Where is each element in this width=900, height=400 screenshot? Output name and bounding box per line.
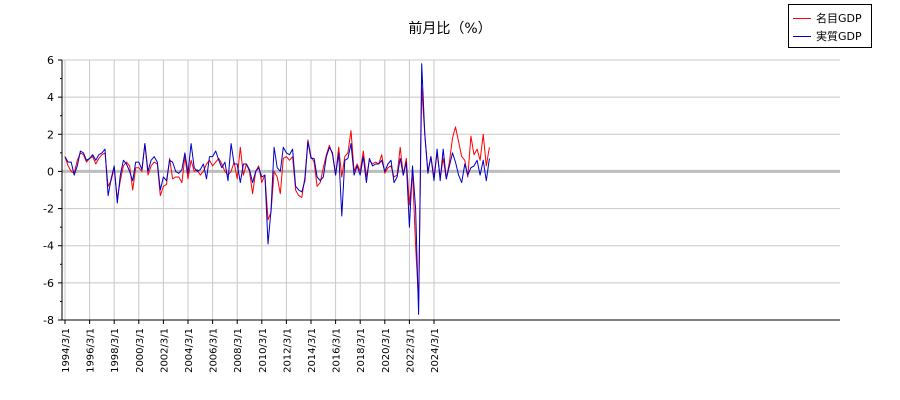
legend-label-nominal: 名目GDP [816, 12, 862, 25]
x-tick-label: 2000/3/1 [135, 328, 146, 373]
x-tick-label: 2018/3/1 [356, 328, 367, 373]
x-tick-label: 2014/3/1 [307, 328, 318, 373]
x-tick-label: 2012/3/1 [282, 328, 293, 373]
series-line-nominal [64, 87, 490, 302]
x-tick-label: 2022/3/1 [405, 328, 416, 373]
y-tick-label: 0 [47, 165, 54, 178]
plot-area [64, 63, 490, 315]
legend-swatch-real [793, 35, 811, 37]
x-tick-label: 1996/3/1 [86, 328, 97, 373]
y-tick-label: -8 [43, 314, 54, 327]
x-tick-label: 2008/3/1 [233, 328, 244, 373]
x-tick-label: 2010/3/1 [258, 328, 269, 373]
x-tick-label: 1994/3/1 [61, 328, 72, 373]
chart-title: 前月比（%） [408, 20, 491, 37]
x-tick-label: 2006/3/1 [209, 328, 220, 373]
legend: 名目GDP 実質GDP [788, 4, 872, 48]
y-tick-label: 4 [47, 91, 54, 104]
x-tick-label: 1998/3/1 [110, 328, 121, 373]
grid [62, 59, 840, 321]
legend-label-real: 実質GDP [816, 30, 862, 43]
y-tick-label: -2 [43, 203, 54, 216]
y-tick-label: 2 [47, 128, 54, 141]
x-tick-label: 2020/3/1 [381, 328, 392, 373]
series-line-real [64, 63, 490, 315]
x-tick-label: 2024/3/1 [430, 328, 441, 373]
y-tick-label: -4 [43, 240, 54, 253]
y-tick-label: 6 [47, 54, 54, 67]
legend-item-nominal: 名目GDP [793, 11, 862, 25]
x-tick-label: 2002/3/1 [159, 328, 170, 373]
x-tick-label: 2016/3/1 [332, 328, 343, 373]
legend-swatch-nominal [793, 17, 811, 19]
axes: 6 4 2 0 -2 -4 -6 -8 1994/3/1 1996/3/1 1998/3/1 2000… [43, 54, 840, 373]
x-tick-label: 2004/3/1 [184, 328, 195, 373]
y-tick-label: -6 [43, 277, 54, 290]
legend-item-real: 実質GDP [793, 29, 862, 43]
